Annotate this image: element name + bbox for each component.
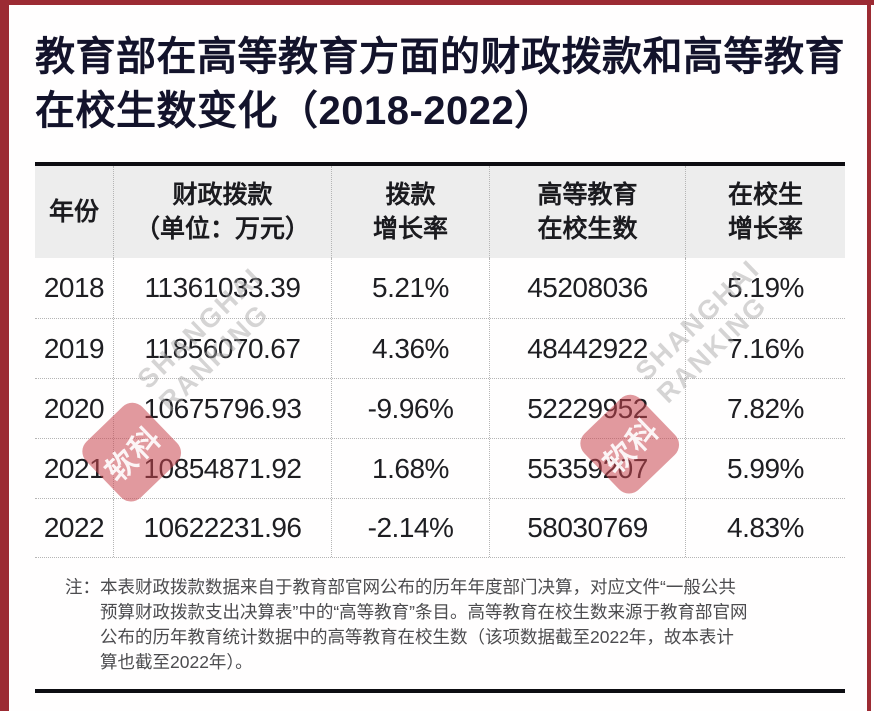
cell-appropriation-growth: 1.68%: [332, 439, 490, 498]
page-title: 教育部在高等教育方面的财政拨款和高等教育 在校生数变化（2018-2022）: [35, 30, 845, 138]
cell-enrollment-growth: 7.16%: [727, 332, 804, 364]
cell-enrollment-growth: 7.82%: [727, 392, 804, 424]
cell-year: 2018: [35, 258, 114, 318]
footnote-label: 注：: [65, 577, 100, 597]
footnote-line4: 算也截至2022年）。: [100, 652, 253, 672]
frame-border-left: [0, 0, 9, 711]
header-appropriation-growth-line1: 拨款: [385, 181, 436, 209]
header-appropriation-line1: 财政拨款: [172, 181, 273, 209]
cell-appropriation-growth: 5.21%: [332, 258, 490, 318]
page-title-line1: 教育部在高等教育方面的财政拨款和高等教育: [35, 35, 845, 79]
cell-appropriation-growth: -9.96%: [332, 379, 490, 438]
header-appropriation-growth: 拨款 增长率: [332, 166, 490, 258]
table-row-2021: 2021 10854871.92 1.68% 55359207 5.99%: [35, 438, 845, 498]
cell-enrollment: 52229952: [490, 379, 686, 438]
data-table: 年份 财政拨款 （单位：万元） 拨款 增长率 高等教育 在校生数 在校生 增长率: [35, 162, 845, 693]
table-row-2018: 2018 11361033.39 5.21% 45208036 5.19%: [35, 258, 845, 318]
header-year-line1: 年份: [48, 198, 99, 226]
cell-enrollment: 45208036: [490, 258, 686, 318]
cell-appropriation-growth: -2.14%: [332, 499, 490, 557]
footnote-text: 本表财政拨款数据来自于教育部官网公布的历年年度部门决算，对应文件“一般公共 预算…: [100, 575, 747, 689]
footnote-line3: 公布的历年教育统计数据中的高等教育在校生数（该项数据截至2022年，故本表计: [100, 627, 734, 647]
header-appropriation: 财政拨款 （单位：万元）: [114, 166, 332, 258]
header-appropriation-line2: （单位：万元）: [134, 215, 310, 243]
header-year: 年份: [35, 166, 114, 258]
table-header-row: 年份 财政拨款 （单位：万元） 拨款 增长率 高等教育 在校生数 在校生 增长率: [35, 166, 845, 258]
page-title-line2: 在校生数变化（2018-2022）: [35, 89, 555, 133]
cell-enrollment: 55359207: [490, 439, 686, 498]
cell-year: 2021: [35, 439, 114, 498]
header-enrollment-growth-line1: 在校生: [727, 181, 803, 209]
cell-appropriation: 11856070.67: [114, 319, 332, 378]
table-row-2019: 2019 11856070.67 4.36% 48442922 7.16%: [35, 318, 845, 378]
header-enrollment-growth-line2: 增长率: [727, 215, 803, 243]
cell-enrollment-growth: 4.83%: [727, 512, 804, 543]
cell-year: 2020: [35, 379, 114, 438]
frame-border-right: [867, 0, 871, 711]
cell-appropriation: 11361033.39: [114, 258, 332, 318]
cell-enrollment: 48442922: [490, 319, 686, 378]
cell-appropriation: 10622231.96: [114, 499, 332, 557]
table-bottom-rule: [35, 689, 845, 693]
cell-appropriation: 10854871.92: [114, 439, 332, 498]
header-enrollment-line2: 在校生数: [537, 215, 638, 243]
cell-enrollment-growth: 5.19%: [727, 272, 804, 303]
cell-enrollment: 58030769: [490, 499, 686, 557]
header-enrollment-growth: 在校生 增长率: [686, 166, 845, 258]
frame-border-top: [0, 0, 874, 5]
cell-enrollment-growth: 5.99%: [727, 452, 804, 484]
table-row-2020: 2020 10675796.93 -9.96% 52229952 7.82%: [35, 378, 845, 438]
cell-appropriation-growth: 4.36%: [332, 319, 490, 378]
table-row-2022: 2022 10622231.96 -2.14% 58030769 4.83%: [35, 498, 845, 558]
header-enrollment-line1: 高等教育: [537, 181, 638, 209]
cell-year: 2022: [35, 499, 114, 557]
footnote-line2: 预算财政拨款支出决算表”中的“高等教育”条目。高等教育在校生数来源于教育部官网: [100, 602, 748, 622]
footnote-line1: 本表财政拨款数据来自于教育部官网公布的历年年度部门决算，对应文件“一般公共: [100, 577, 736, 597]
header-enrollment: 高等教育 在校生数: [490, 166, 686, 258]
content-area: 教育部在高等教育方面的财政拨款和高等教育 在校生数变化（2018-2022） 年…: [35, 0, 845, 693]
cell-appropriation: 10675796.93: [114, 379, 332, 438]
cell-year: 2019: [35, 319, 114, 378]
footnote: 注： 本表财政拨款数据来自于教育部官网公布的历年年度部门决算，对应文件“一般公共…: [35, 558, 845, 689]
header-appropriation-growth-line2: 增长率: [372, 215, 448, 243]
